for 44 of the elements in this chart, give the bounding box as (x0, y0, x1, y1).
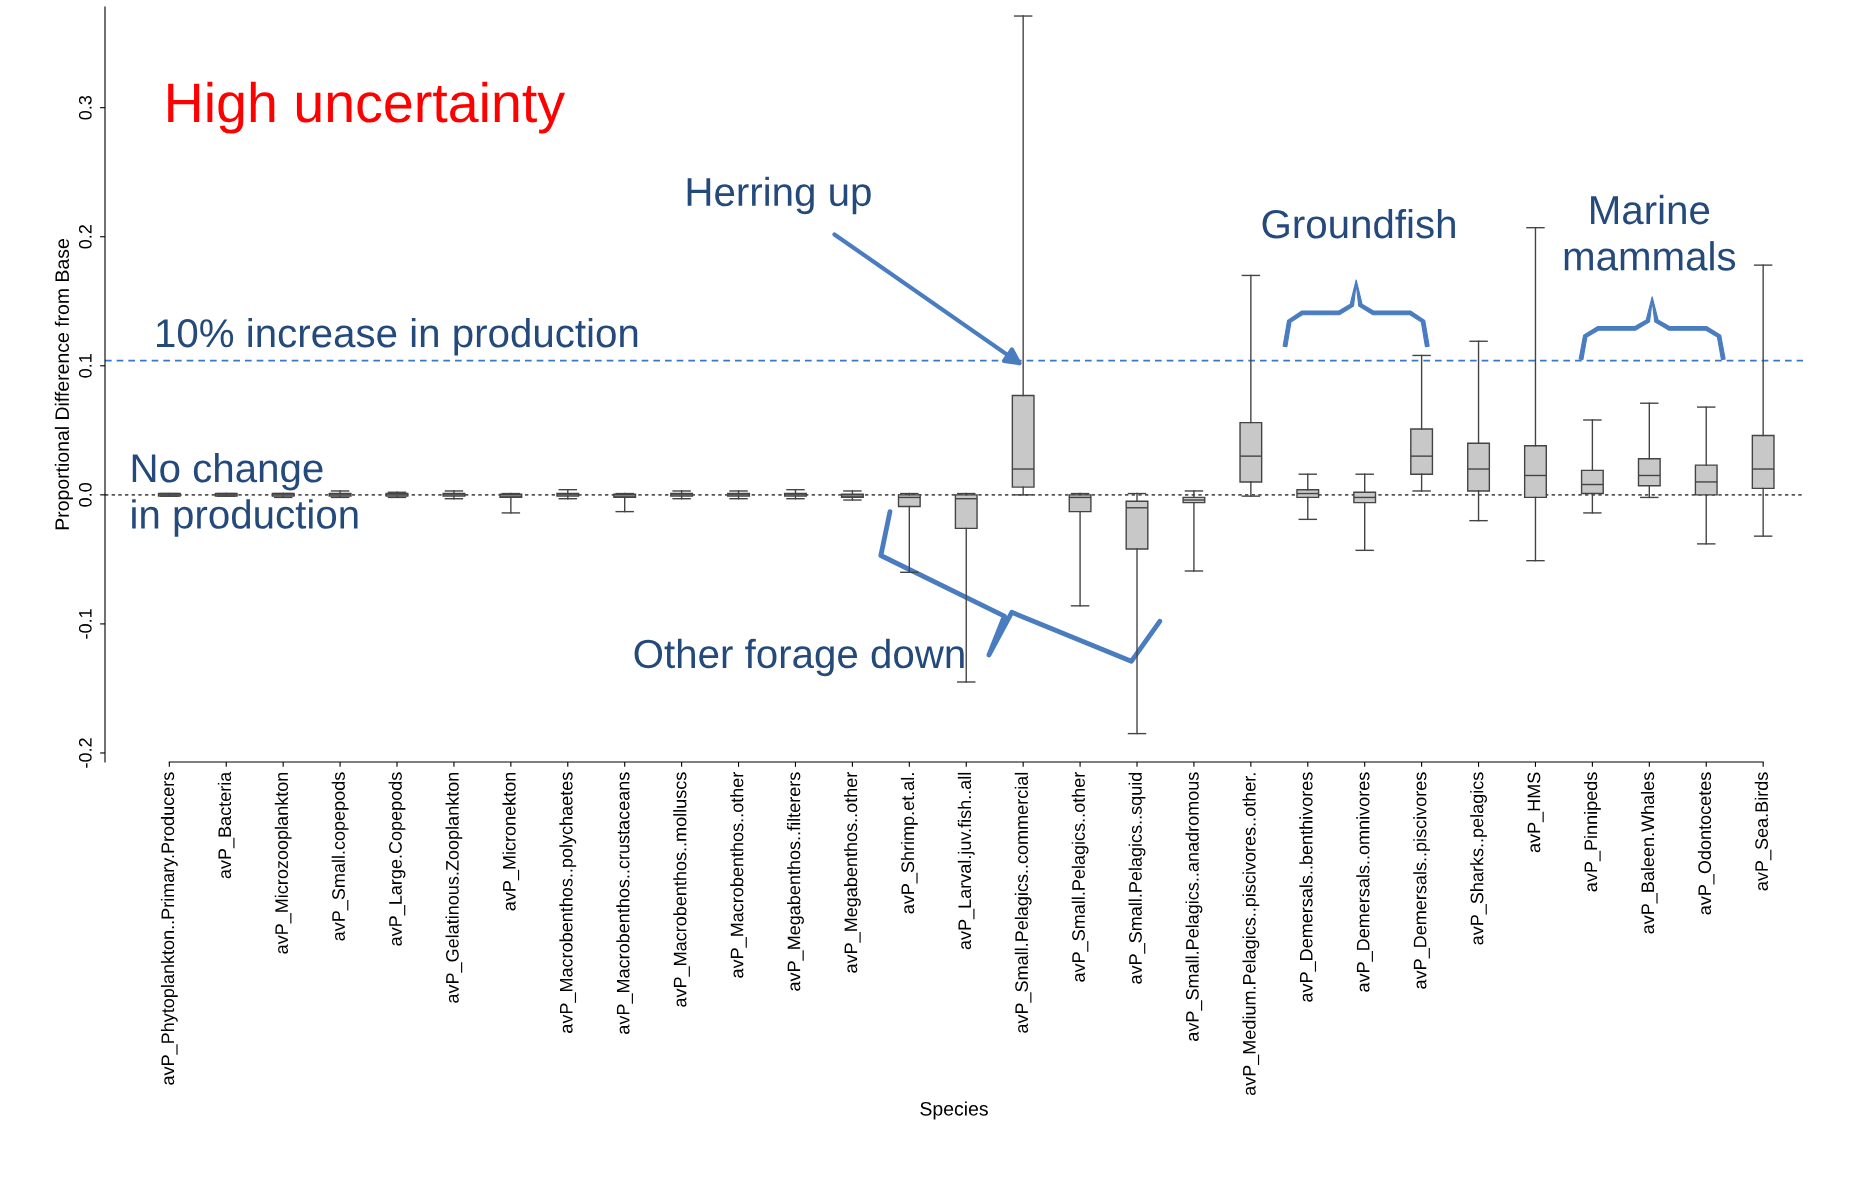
ref-line-label: No change in production (132, 452, 358, 537)
x-tick-label: avP_Macrobenthos..molluscs (673, 772, 690, 1007)
annotation: High uncertainty (168, 81, 565, 134)
y-tick-label: 0.3 (78, 95, 92, 120)
x-tick-label: avP_Small.Pelagics..squid (1128, 772, 1146, 984)
x-tick-label: avP_Large.Copepods (388, 772, 406, 946)
x-tick-label: avP_Megabenthos..other (843, 772, 861, 973)
x-tick-label: avP_Demersals..benthivores (1299, 772, 1317, 1002)
x-tick-label: avP_Gelatinous.Zooplankton (445, 772, 463, 1003)
annotation: Herring up (687, 176, 871, 215)
x-tick-label: avP_HMS (1527, 772, 1544, 853)
x-tick-label: avP_Larval.juv.fish..all (957, 772, 975, 950)
x-tick-label: avP_Small.copepods (331, 772, 349, 941)
x-tick-label: avP_Macrobenthos..polychaetes (559, 772, 577, 1033)
x-tick-label: avP_Micronekton (502, 772, 520, 911)
x-tick-label: avP_Small.Pelagics..other (1071, 772, 1089, 982)
x-tick-label: avP_Shrimp.et.al. (900, 773, 918, 914)
x-axis-title: Species (920, 1101, 988, 1120)
x-tick-label: avP_Macrobenthos..other (730, 772, 747, 978)
annotation: Marine mammals (1564, 194, 1736, 271)
x-tick-label: avP_Sharks..pelagics (1470, 772, 1487, 945)
annotation: Groundfish (1262, 208, 1455, 239)
y-tick-label: 0.2 (78, 225, 92, 249)
x-tick-label: avP_Demersals..piscivores (1413, 772, 1431, 989)
x-tick-label: avP_Small.Pelagics..anadromous (1185, 772, 1203, 1041)
annotation: Other forage down (634, 638, 964, 677)
x-tick-label: avP_Odontocetes (1697, 772, 1715, 915)
x-tick-label: avP_Phytoplankton..Primary.Producers (160, 772, 178, 1085)
y-tick-label: -0.1 (78, 609, 92, 639)
x-tick-label: avP_Microzooplankton (274, 772, 292, 954)
y-tick-label: 0.0 (78, 483, 92, 507)
x-tick-label: avP_Demersals..omnivores (1356, 772, 1373, 992)
x-tick-label: avP_Medium.Pelagics..piscivores..other. (1242, 773, 1260, 1096)
y-tick-label: 0.1 (78, 354, 92, 378)
x-tick-label: avP_Macrobenthos..crustaceans (616, 772, 633, 1034)
ref-line-label: 10% increase in production (157, 317, 638, 356)
x-tick-label: avP_Bacteria (217, 771, 235, 879)
x-tick-label: avP_Sea.Birds (1754, 772, 1772, 891)
x-tick-label: avP_Megabenthos..filterers (787, 772, 804, 991)
x-tick-label: avP_Pinnipeds (1583, 772, 1601, 892)
y-axis-title: Proportional Difference from Base (54, 239, 73, 530)
y-tick-label: -0.2 (78, 738, 92, 768)
x-tick-label: avP_Small.Pelagics..commercial (1014, 772, 1032, 1033)
x-tick-label: avP_Baleen.Whales (1640, 772, 1658, 934)
